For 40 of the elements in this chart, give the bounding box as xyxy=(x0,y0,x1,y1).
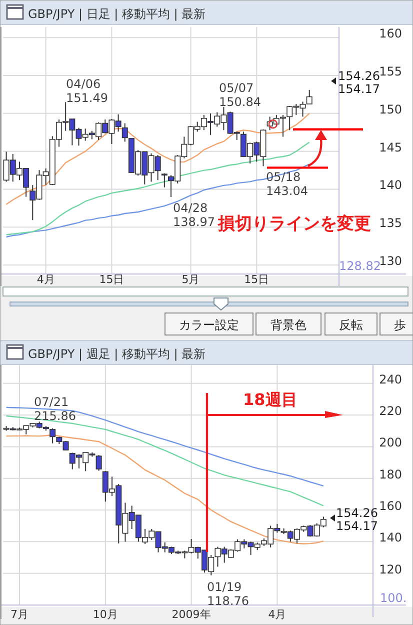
chart-title: GBP/JPY | 日足 | 移動平均 | 最新 xyxy=(28,7,206,21)
annotation: 07/21 215.86 xyxy=(34,395,76,423)
y-tick-label: 240 xyxy=(379,372,402,386)
annotation: 154.26 154.17 xyxy=(338,69,380,96)
x-tick-label: 4月 xyxy=(268,608,286,621)
annotation: 05/18 143.04 xyxy=(266,170,308,198)
y-tick-label: 180 xyxy=(379,467,402,482)
y-tick-label: 160 xyxy=(379,499,402,514)
x-tick-label: 7月 xyxy=(10,608,29,621)
text: 100. xyxy=(380,591,407,605)
x-tick-label: 4月 xyxy=(36,273,55,286)
y-tick-label: 130 xyxy=(379,254,402,268)
text: 歩 xyxy=(394,318,406,332)
y-tick-label: 200 xyxy=(379,436,402,450)
x-tick-label: 15日 xyxy=(244,273,270,286)
annotation: 05/07 150.84 xyxy=(219,81,261,109)
y-tick-label: 140 xyxy=(379,178,402,192)
x-tick-label: 15日 xyxy=(99,273,124,286)
y-tick-label: 160 xyxy=(379,26,402,41)
y-tick-label: 135 xyxy=(379,216,402,230)
chart-title: GBP/JPY | 週足 | 移動平均 | 最新 xyxy=(28,347,206,361)
x-tick-label: 5月 xyxy=(182,273,200,286)
annotation: 154.26 154.17 xyxy=(336,506,378,533)
annotation: 18週目 xyxy=(243,390,298,409)
text: カラー設定 xyxy=(179,318,239,332)
y-tick-label: 145 xyxy=(379,140,402,154)
annotation: 04/06 151.49 xyxy=(66,77,108,105)
y-tick-label: 120 xyxy=(379,562,402,576)
y-tick-label: 150 xyxy=(379,102,402,116)
y-tick-label: 220 xyxy=(379,404,402,418)
annotation: 01/19 118.76 xyxy=(207,580,249,608)
x-tick-label: 2009年 xyxy=(172,608,211,621)
x-tick-label: 10月 xyxy=(92,608,118,621)
y-tick-label: 155 xyxy=(379,64,402,79)
annotation: 損切りラインを変更 xyxy=(217,214,371,234)
y-tick-label: 140 xyxy=(379,530,402,545)
annotation: 128.82 xyxy=(339,259,381,273)
annotation: 04/28 138.97 xyxy=(173,201,215,229)
text: 背景色 xyxy=(270,318,306,332)
text: 反転 xyxy=(339,318,363,332)
